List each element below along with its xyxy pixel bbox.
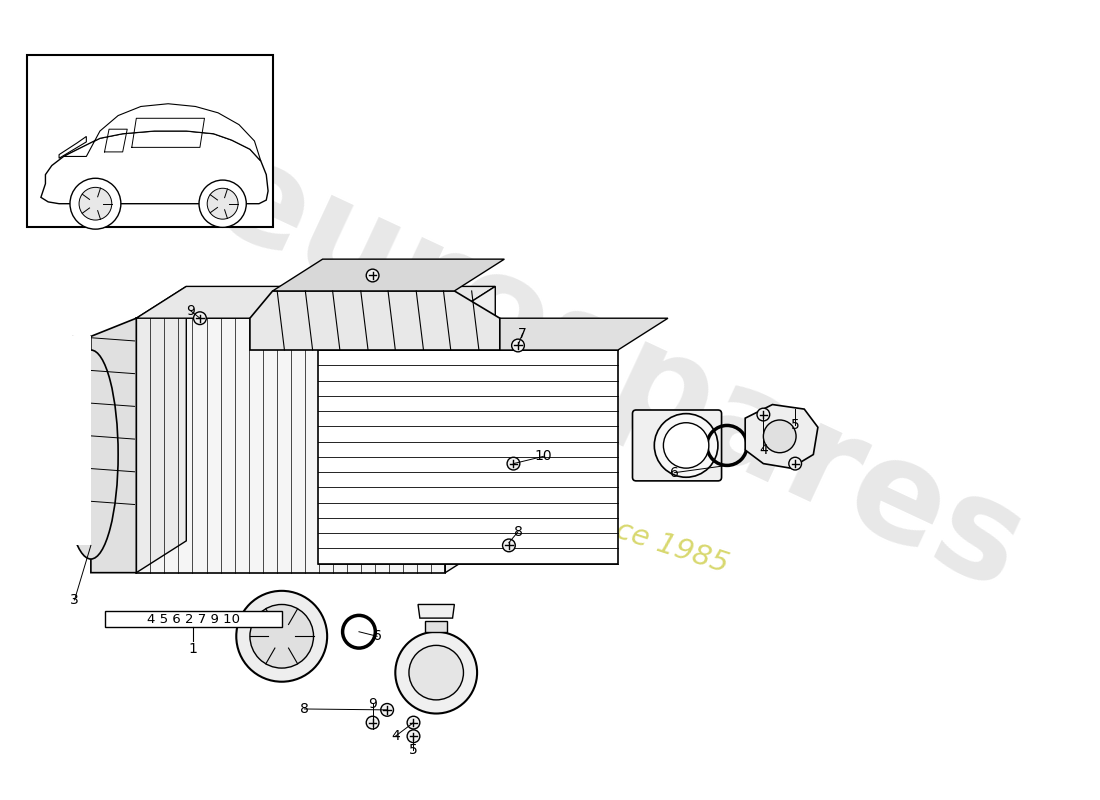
Text: 7: 7 <box>518 326 527 341</box>
Polygon shape <box>446 286 495 573</box>
Polygon shape <box>91 318 136 573</box>
Circle shape <box>512 339 525 352</box>
Text: 4 5 6 2 7 9 10: 4 5 6 2 7 9 10 <box>146 613 240 626</box>
Circle shape <box>366 269 379 282</box>
Circle shape <box>503 539 515 552</box>
Circle shape <box>763 420 796 453</box>
Text: 8: 8 <box>514 525 522 538</box>
Text: 3: 3 <box>70 593 79 607</box>
FancyBboxPatch shape <box>632 410 722 481</box>
Text: 4: 4 <box>759 443 768 457</box>
Circle shape <box>407 730 420 742</box>
Circle shape <box>199 180 246 227</box>
Circle shape <box>507 458 520 470</box>
Circle shape <box>395 632 477 714</box>
Text: a passion since 1985: a passion since 1985 <box>431 458 732 578</box>
Text: 4: 4 <box>390 730 399 743</box>
Circle shape <box>70 178 121 229</box>
Circle shape <box>79 187 112 220</box>
Polygon shape <box>745 405 818 468</box>
Text: 9: 9 <box>368 698 377 711</box>
Polygon shape <box>59 137 86 158</box>
Text: 5: 5 <box>791 418 800 433</box>
Polygon shape <box>136 318 446 573</box>
Circle shape <box>194 312 207 325</box>
Circle shape <box>757 408 770 421</box>
Text: 8: 8 <box>300 702 309 716</box>
Circle shape <box>654 414 718 478</box>
Circle shape <box>207 188 238 219</box>
Polygon shape <box>418 605 454 618</box>
Bar <box>28 54 273 227</box>
Circle shape <box>663 422 708 468</box>
Circle shape <box>409 646 463 700</box>
Polygon shape <box>41 131 268 204</box>
Ellipse shape <box>64 350 118 559</box>
Bar <box>104 611 282 627</box>
Circle shape <box>789 458 802 470</box>
Text: 6: 6 <box>373 630 382 643</box>
Polygon shape <box>318 350 618 563</box>
Text: 10: 10 <box>535 450 552 463</box>
Polygon shape <box>64 104 261 161</box>
Polygon shape <box>250 291 499 350</box>
Polygon shape <box>273 259 505 291</box>
Bar <box>0 336 91 546</box>
Text: 1: 1 <box>189 642 198 656</box>
Polygon shape <box>318 318 668 350</box>
Text: eurospares: eurospares <box>191 126 1045 619</box>
Circle shape <box>407 716 420 729</box>
Text: 6: 6 <box>670 466 679 480</box>
Circle shape <box>236 591 327 682</box>
Text: 9: 9 <box>186 304 196 318</box>
Polygon shape <box>426 621 447 632</box>
Circle shape <box>250 605 314 668</box>
Text: 5: 5 <box>409 743 418 757</box>
Circle shape <box>366 716 379 729</box>
Circle shape <box>381 703 394 716</box>
Polygon shape <box>136 286 186 573</box>
Polygon shape <box>136 286 495 318</box>
